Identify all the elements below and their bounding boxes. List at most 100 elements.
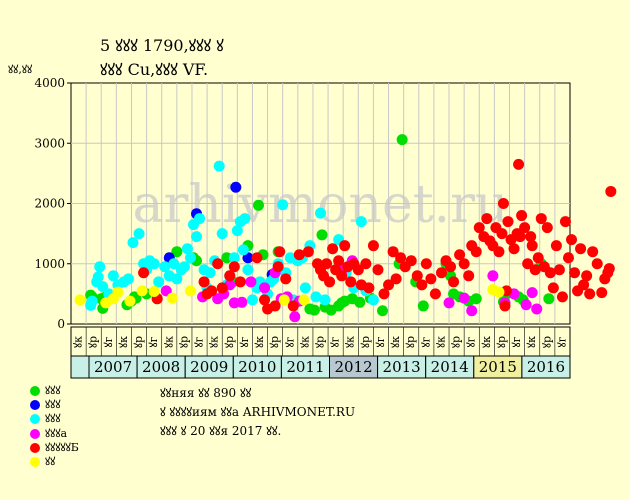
legend-dot — [30, 442, 40, 453]
data-point — [127, 237, 139, 249]
half-year-label: ꙋк — [72, 336, 85, 348]
data-point — [587, 246, 599, 258]
y-axis-label: ꙋꙋ,ꙋꙋ — [8, 63, 33, 76]
data-point — [168, 258, 180, 270]
data-point — [221, 252, 233, 264]
data-point — [562, 252, 574, 264]
half-year-label: ꙋк — [389, 336, 402, 348]
data-point — [550, 240, 562, 252]
data-point — [321, 258, 333, 270]
data-point — [556, 291, 568, 303]
data-point — [591, 258, 603, 270]
data-point — [236, 296, 248, 308]
data-point — [194, 213, 206, 225]
data-point — [383, 279, 395, 291]
year-label: 2009 — [190, 358, 228, 376]
y-tick-label: 2000 — [34, 197, 65, 211]
data-point — [543, 293, 555, 305]
half-year-label: ꙋр — [404, 336, 417, 348]
legend-item: ꙋꙋꙋ — [30, 384, 79, 398]
y-tick-label: 3000 — [34, 136, 65, 150]
data-point — [308, 304, 320, 316]
data-point — [603, 263, 615, 275]
data-point — [166, 292, 178, 304]
data-point — [287, 300, 299, 312]
data-point — [272, 261, 284, 273]
data-point — [367, 240, 379, 252]
data-point — [378, 288, 390, 300]
data-point — [566, 234, 578, 246]
data-point — [395, 252, 407, 264]
data-point — [107, 270, 119, 282]
data-point — [360, 258, 372, 270]
half-year-label: ꙋк — [525, 336, 538, 348]
data-point — [171, 246, 183, 258]
data-point — [74, 294, 86, 306]
data-point — [429, 288, 441, 300]
data-point — [216, 282, 228, 294]
half-year-label: ꙋр — [132, 336, 145, 348]
data-point — [302, 246, 314, 258]
data-point — [458, 292, 470, 304]
legend-label: ꙋꙋꙋа — [45, 426, 68, 440]
data-point — [206, 285, 218, 297]
data-point — [345, 276, 357, 288]
half-year-label: ꙋг — [465, 336, 478, 347]
data-point — [470, 246, 482, 258]
legend-label: ꙋꙋ — [45, 454, 56, 468]
data-point — [336, 270, 348, 282]
data-point — [411, 270, 423, 282]
y-tick-label: 4000 — [34, 76, 65, 90]
half-year-label: ꙋг — [193, 336, 206, 347]
legend-dot — [30, 457, 40, 468]
data-point — [234, 276, 246, 288]
data-point — [520, 299, 532, 311]
half-year-label: ꙋк — [162, 336, 175, 348]
data-point — [148, 285, 160, 297]
data-point — [454, 249, 466, 261]
data-point — [493, 246, 505, 258]
data-point — [191, 231, 203, 243]
source-note: ꙋ ꙋꙋꙋꙋиям ꙋꙋа ARHIVMONET.RU — [160, 405, 356, 419]
year-label: 2012 — [334, 358, 372, 376]
data-point — [213, 160, 225, 172]
data-point — [525, 231, 537, 243]
data-point — [405, 255, 417, 267]
data-point — [133, 228, 145, 240]
data-point — [553, 264, 565, 276]
half-year-label: ꙋг — [147, 336, 160, 347]
data-point — [122, 273, 134, 285]
legend-label: ꙋꙋꙋꙋꙋБ — [45, 440, 79, 454]
data-point — [178, 261, 190, 273]
year-label: 2010 — [238, 358, 276, 376]
data-point — [339, 240, 351, 252]
data-point — [443, 297, 455, 309]
data-point — [184, 285, 196, 297]
data-point — [153, 276, 165, 288]
legend-item: ꙋꙋꙋꙋꙋБ — [30, 441, 79, 455]
data-point — [310, 291, 322, 303]
data-point — [228, 252, 240, 264]
half-year-label: ꙋк — [480, 336, 493, 348]
data-point — [559, 216, 571, 228]
half-year-label: ꙋг — [238, 336, 251, 347]
chart-notes: ꙋꙋняя ꙋꙋ 890 ꙋꙋ ꙋ ꙋꙋꙋꙋиям ꙋꙋа ARHIVMONET… — [160, 384, 355, 441]
half-year-label: ꙋк — [253, 336, 266, 348]
data-point — [493, 286, 505, 298]
legend-label: ꙋꙋꙋ — [45, 384, 61, 397]
legend-dot — [30, 400, 40, 411]
legend: ꙋꙋꙋ ꙋꙋꙋ ꙋꙋꙋ ꙋꙋꙋа ꙋꙋꙋꙋꙋБ ꙋꙋ — [30, 384, 79, 469]
data-point — [259, 282, 271, 294]
year-label: 2011 — [286, 358, 324, 376]
half-year-label: ꙋк — [344, 336, 357, 348]
half-year-row — [70, 326, 571, 357]
data-point — [280, 273, 292, 285]
data-point — [204, 267, 216, 279]
data-point — [526, 240, 538, 252]
data-point — [293, 249, 305, 261]
data-point — [529, 264, 541, 276]
data-point — [396, 134, 408, 146]
data-point — [253, 199, 265, 211]
legend-dot — [30, 428, 40, 439]
data-point — [251, 252, 263, 264]
